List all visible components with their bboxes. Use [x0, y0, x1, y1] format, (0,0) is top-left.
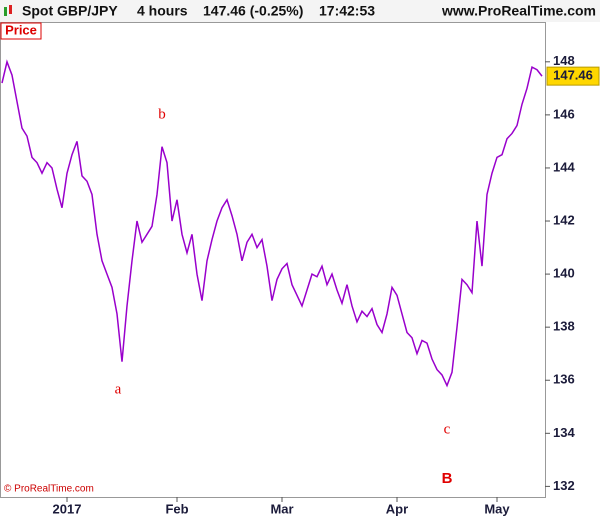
annotation: a: [115, 381, 122, 397]
icon: [9, 5, 12, 14]
x-tick-label: Mar: [270, 501, 293, 516]
timeframe: 4 hours: [137, 3, 188, 19]
y-tick-label: 142: [553, 212, 575, 227]
annotation: c: [444, 421, 451, 437]
time: 17:42:53: [319, 3, 375, 19]
header-bar: [0, 0, 600, 22]
y-tick-label: 148: [553, 53, 575, 68]
panel-label-box: [0, 22, 42, 40]
x-tick-label: Apr: [386, 501, 408, 516]
symbol: Spot GBP/JPY: [22, 3, 118, 19]
x-tick-label: Feb: [165, 501, 188, 516]
price-line: [1, 59, 543, 388]
copyright: © ProRealTime.com: [4, 484, 94, 495]
panel-label: Price: [5, 22, 37, 37]
quote: 147.46 (-0.25%): [203, 3, 303, 19]
y-tick-label: 144: [553, 159, 575, 174]
plot-frame: [0, 22, 546, 498]
annotation: B: [442, 470, 453, 487]
y-tick-label: 146: [553, 106, 575, 121]
y-tick-label: 138: [553, 319, 575, 334]
y-tick-label: 132: [553, 478, 575, 493]
x-tick-label: May: [484, 501, 510, 516]
y-tick-label: 134: [553, 425, 575, 440]
icon: [4, 7, 7, 16]
price-tag: [546, 66, 600, 86]
site: www.ProRealTime.com: [441, 3, 596, 19]
annotation: b: [158, 106, 166, 122]
x-tick-label: 2017: [53, 501, 82, 516]
y-tick-label: 140: [553, 266, 575, 281]
price-tag-label: 147.46: [553, 68, 593, 83]
y-tick-label: 136: [553, 372, 575, 387]
